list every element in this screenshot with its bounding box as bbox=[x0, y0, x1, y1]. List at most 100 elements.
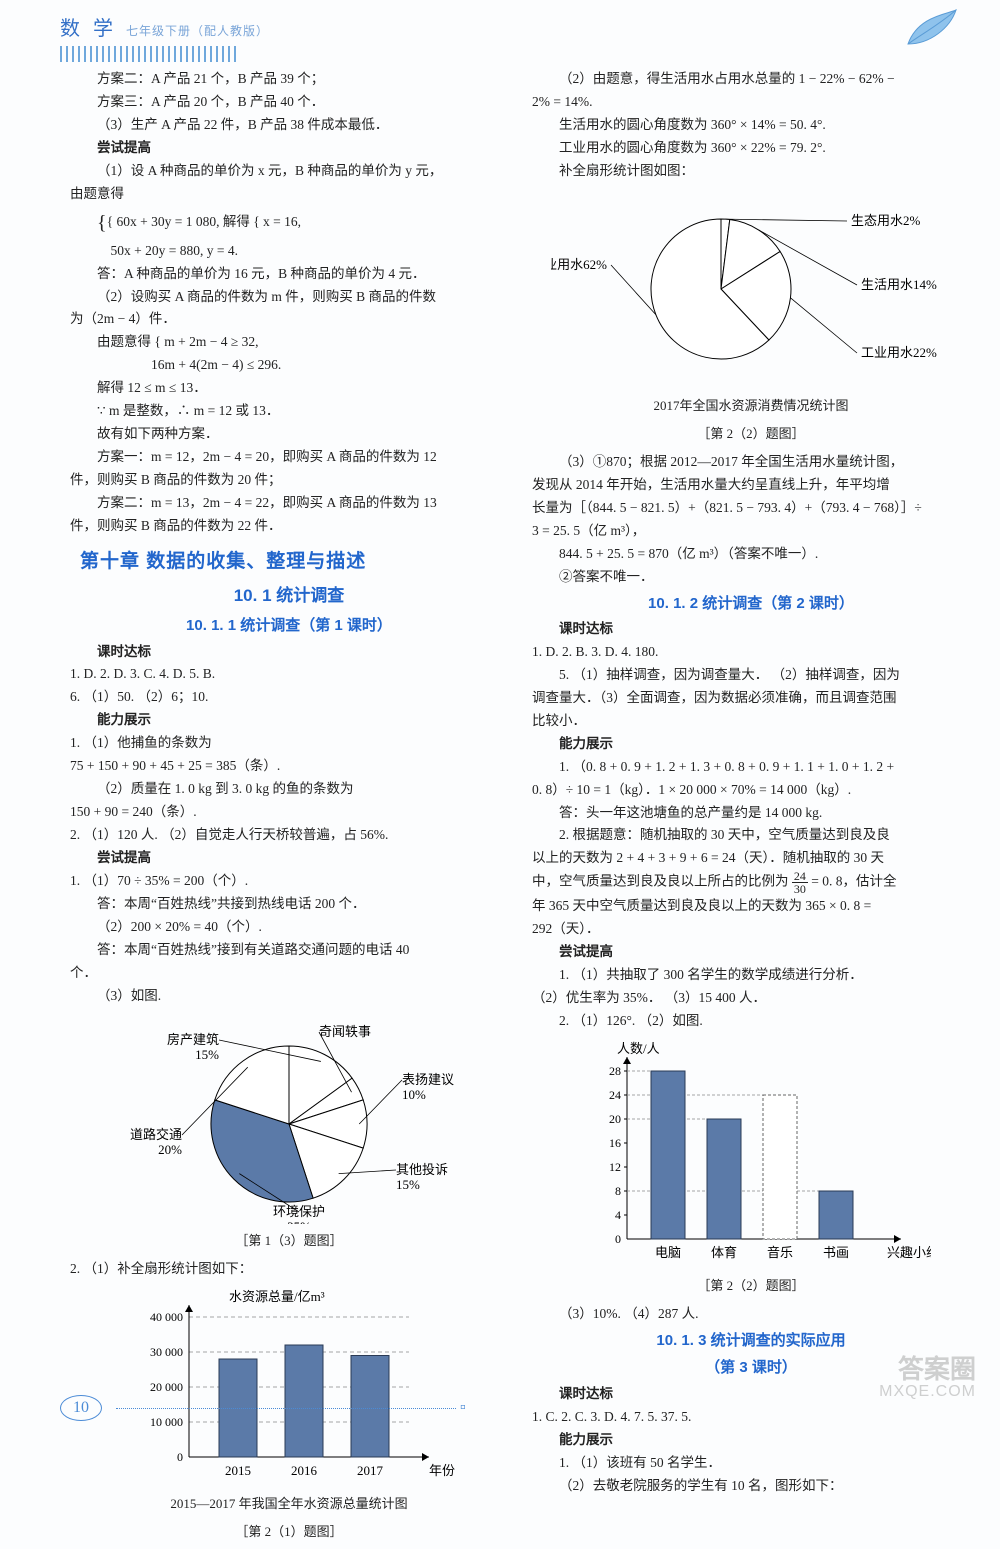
text: 3 = 25. 5（亿 m³）， bbox=[532, 520, 970, 543]
text: 5. （1）抽样调查，因为调查量大． （2）抽样调查，因为 bbox=[532, 664, 970, 687]
text: 2. （1）补全扇形统计图如下： bbox=[70, 1258, 508, 1281]
bar2-caption: ［第 2（2）题图］ bbox=[532, 1275, 970, 1297]
watermark-main: 答案圈 bbox=[879, 1355, 976, 1384]
text: 长量为［（844. 5 − 821. 5）+（821. 5 − 793. 4）+… bbox=[532, 497, 970, 520]
text: 答：本周“百姓热线”接到有关道路交通问题的电话 40 bbox=[70, 939, 508, 962]
svg-text:体育: 体育 bbox=[711, 1245, 737, 1260]
page-number: 10 bbox=[60, 1395, 102, 1421]
text: 由题意得 { m + 2m − 4 ≥ 32, bbox=[70, 331, 508, 354]
text: 生活用水的圆心角度数为 360° × 14% = 50. 4°. bbox=[532, 114, 970, 137]
text: （2）优生率为 35%． （3）15 400 人． bbox=[532, 987, 970, 1010]
text: （2）由题意，得生活用水占用水总量的 1 − 22% − 62% − bbox=[532, 68, 970, 91]
answers: 1. D. 2. D. 3. C. 4. D. 5. B. bbox=[70, 663, 508, 686]
text: 解得 12 ≤ m ≤ 13． bbox=[70, 377, 508, 400]
svg-text:其他投诉: 其他投诉 bbox=[396, 1162, 448, 1177]
header-subject: 数 学 bbox=[60, 18, 117, 40]
text: （1）设 A 种商品的单价为 x 元，B 种商品的单价为 y 元， bbox=[70, 160, 508, 183]
page-footer: 10 ▫ bbox=[60, 1394, 466, 1421]
text: 方案三：A 产品 20 个，B 产品 40 个． bbox=[70, 91, 508, 114]
text: 故有如下两种方案． bbox=[70, 423, 508, 446]
text: 75 + 150 + 90 + 45 + 25 = 385（条）. bbox=[70, 755, 508, 778]
heading: 能力展示 bbox=[70, 709, 508, 732]
pie2-caption1: 2017年全国水资源消费情况统计图 bbox=[532, 395, 970, 417]
bar1-caption2: ［第 2（1）题图］ bbox=[70, 1521, 508, 1543]
text: 以上的天数为 2 + 4 + 3 + 9 + 6 = 24（天）．随机抽取的 3… bbox=[532, 847, 970, 870]
svg-text:音乐: 音乐 bbox=[767, 1245, 793, 1260]
text: （3）如图. bbox=[70, 985, 508, 1008]
dotline bbox=[116, 1408, 456, 1409]
svg-text:4: 4 bbox=[615, 1208, 621, 1222]
answers: 1. D. 2. B. 3. D. 4. 180. bbox=[532, 641, 970, 664]
text: 150 + 90 = 240（条）. bbox=[70, 801, 508, 824]
text: 中，空气质量达到良及良以上所占的比例为 24 30 = 0. 8，估计全 bbox=[532, 870, 970, 895]
heading: 课时达标 bbox=[532, 618, 970, 641]
svg-text:2017: 2017 bbox=[357, 1463, 384, 1478]
text: 844. 5 + 25. 5 = 870（亿 m³）（答案不唯一）. bbox=[532, 543, 970, 566]
text: 比较小． bbox=[532, 710, 970, 733]
text: ∵ m 是整数，∴ m = 12 或 13． bbox=[70, 400, 508, 423]
bar1-xlabel: 年份 bbox=[429, 1463, 455, 1478]
heading: 尝试提高 bbox=[532, 941, 970, 964]
text: （2）质量在 1. 0 kg 到 3. 0 kg 的鱼的条数为 bbox=[70, 778, 508, 801]
text: 2% = 14%. bbox=[532, 91, 970, 114]
svg-text:2016: 2016 bbox=[291, 1463, 318, 1478]
bar-chart-hobby: 人数/人 0481216202428 电脑体育音乐书画 兴趣小组 bbox=[532, 1039, 970, 1269]
svg-text:24: 24 bbox=[609, 1088, 621, 1102]
watermark-site: MXQE.COM bbox=[879, 1383, 976, 1401]
text: 1. （0. 8 + 0. 9 + 1. 2 + 1. 3 + 0. 8 + 0… bbox=[532, 756, 970, 779]
text: 发现从 2014 年开始，生活用水量大约呈直线上升，年平均增 bbox=[532, 474, 970, 497]
left-column: 方案二：A 产品 21 个，B 产品 39 个； 方案三：A 产品 20 个，B… bbox=[70, 68, 508, 1549]
text: 个． bbox=[70, 962, 508, 985]
text: 年 365 天中空气质量达到良及良以上的天数为 365 × 0. 8 = bbox=[532, 895, 970, 918]
svg-text:30 000: 30 000 bbox=[150, 1345, 183, 1359]
subsection-title: 10. 1. 2 统计调查（第 2 课时） bbox=[532, 591, 970, 617]
text: 方案二：m = 13，2m − 4 = 22，即购买 A 商品的件数为 13 bbox=[70, 492, 508, 515]
svg-text:16: 16 bbox=[609, 1136, 621, 1150]
pie-chart-hotline: 房产建筑15%奇闻轶事表扬建议10%其他投诉15%环境保护35%道路交通20% bbox=[70, 1014, 508, 1224]
pie1-caption: ［第 1（3）题图］ bbox=[70, 1230, 508, 1252]
bar2-xextra: 兴趣小组 bbox=[887, 1245, 931, 1260]
heading: 能力展示 bbox=[532, 1429, 970, 1452]
right-column: （2）由题意，得生活用水占用水总量的 1 − 22% − 62% − 2% = … bbox=[532, 68, 970, 1549]
subsection-title: 10. 1. 3 统计调查的实际应用 bbox=[532, 1328, 970, 1354]
svg-text:2015: 2015 bbox=[225, 1463, 251, 1478]
page-header: 数 学 七年级下册（配人教版） bbox=[0, 0, 1000, 60]
pie2-caption2: ［第 2（2）题图］ bbox=[532, 423, 970, 445]
svg-text:15%: 15% bbox=[396, 1177, 420, 1192]
heading: 尝试提高 bbox=[70, 847, 508, 870]
content-columns: 方案二：A 产品 21 个，B 产品 39 个； 方案三：A 产品 20 个，B… bbox=[0, 60, 1000, 1549]
denominator: 30 bbox=[792, 883, 808, 895]
text: 由题意得 bbox=[70, 183, 508, 206]
text: 16m + 4(2m − 4) ≤ 296. bbox=[70, 354, 508, 377]
text: 50x + 20y = 880, y = 4. bbox=[70, 240, 508, 263]
text: （2）去敬老院服务的学生有 10 名，图形如下： bbox=[532, 1475, 970, 1498]
heading: 课时达标 bbox=[70, 641, 508, 664]
svg-text:12: 12 bbox=[609, 1160, 621, 1174]
text: （2）设购买 A 商品的件数为 m 件，则购买 B 商品的件数 bbox=[70, 286, 508, 309]
text: 2. 根据题意：随机抽取的 30 天中，空气质量达到良及良 bbox=[532, 824, 970, 847]
text: {{ 60x + 30y = 1 080, 解得 { x = 16, bbox=[70, 206, 508, 240]
text: （3）生产 A 产品 22 件，B 产品 38 件成本最低． bbox=[70, 114, 508, 137]
text: 调查量大．（3）全面调查，因为数据必须准确，而且调查范围 bbox=[532, 687, 970, 710]
svg-text:农业用水62%: 农业用水62% bbox=[551, 257, 607, 272]
svg-text:道路交通: 道路交通 bbox=[130, 1127, 182, 1142]
text: 件，则购买 B 商品的件数为 20 件； bbox=[70, 469, 508, 492]
text: （2）200 × 20% = 40（个）. bbox=[70, 916, 508, 939]
text: 1. （1）该班有 50 名学生． bbox=[532, 1452, 970, 1475]
text: 方案一：m = 12，2m − 4 = 20，即购买 A 商品的件数为 12 bbox=[70, 446, 508, 469]
text: 0. 8）÷ 10 = 1（kg）．1 × 20 000 × 70% = 14 … bbox=[532, 779, 970, 802]
section-title: 10. 1 统计调查 bbox=[70, 582, 508, 611]
bar1-ylabel: 水资源总量/亿m³ bbox=[229, 1289, 325, 1304]
answers: 1. C. 2. C. 3. D. 4. 7. 5. 37. 5. bbox=[532, 1406, 970, 1429]
svg-text:8: 8 bbox=[615, 1184, 621, 1198]
eq: { 60x + 30y = 1 080, 解得 { x = 16, bbox=[107, 214, 301, 229]
bar-chart-water: 水资源总量/亿m³ 010 00020 00030 00040 000 2015… bbox=[70, 1287, 508, 1487]
leaf-icon bbox=[900, 8, 960, 48]
svg-text:工业用水22%: 工业用水22% bbox=[861, 345, 937, 360]
pie-chart-water-usage: 生态用水2%生活用水14%工业用水22%农业用水62% bbox=[532, 189, 970, 389]
svg-text:生活用水14%: 生活用水14% bbox=[861, 277, 937, 292]
text: 答：本周“百姓热线”共接到热线电话 200 个． bbox=[70, 893, 508, 916]
text: 答：A 种商品的单价为 16 元，B 种商品的单价为 4 元． bbox=[70, 263, 508, 286]
text: 1. （1）共抽取了 300 名学生的数学成绩进行分析． bbox=[532, 964, 970, 987]
watermark: 答案圈 MXQE.COM bbox=[879, 1355, 976, 1401]
